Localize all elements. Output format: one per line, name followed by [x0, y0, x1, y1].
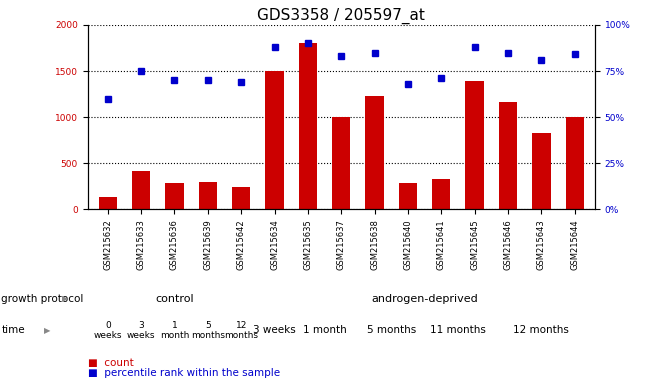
Bar	[232, 187, 250, 209]
Text: androgen-deprived: androgen-deprived	[371, 293, 478, 304]
Text: 5 months: 5 months	[367, 325, 416, 335]
Text: ■  count: ■ count	[88, 358, 133, 368]
Text: 0
weeks: 0 weeks	[94, 321, 122, 340]
Text: 11 months: 11 months	[430, 325, 486, 335]
Title: GDS3358 / 205597_at: GDS3358 / 205597_at	[257, 7, 425, 23]
Text: time: time	[1, 325, 25, 335]
Text: growth protocol: growth protocol	[1, 293, 84, 304]
Bar	[199, 182, 217, 209]
Text: ▶: ▶	[44, 326, 51, 335]
Text: 1
month: 1 month	[160, 321, 189, 340]
Bar	[399, 182, 417, 209]
Text: ▶: ▶	[62, 294, 68, 303]
Bar	[499, 103, 517, 209]
Bar	[265, 71, 283, 209]
Bar	[365, 96, 383, 209]
Bar	[99, 197, 117, 209]
Text: control: control	[155, 293, 194, 304]
Bar	[432, 179, 450, 209]
Bar	[165, 182, 184, 209]
Text: 3
weeks: 3 weeks	[127, 321, 155, 340]
Text: 12
months: 12 months	[224, 321, 258, 340]
Text: ■  percentile rank within the sample: ■ percentile rank within the sample	[88, 368, 280, 378]
Bar	[332, 117, 350, 209]
Bar	[132, 170, 150, 209]
Text: 12 months: 12 months	[514, 325, 569, 335]
Bar	[566, 117, 584, 209]
Bar	[532, 133, 551, 209]
Bar	[299, 43, 317, 209]
Text: 5
months: 5 months	[191, 321, 225, 340]
Text: 1 month: 1 month	[303, 325, 346, 335]
Text: 3 weeks: 3 weeks	[253, 325, 296, 335]
Bar	[465, 81, 484, 209]
